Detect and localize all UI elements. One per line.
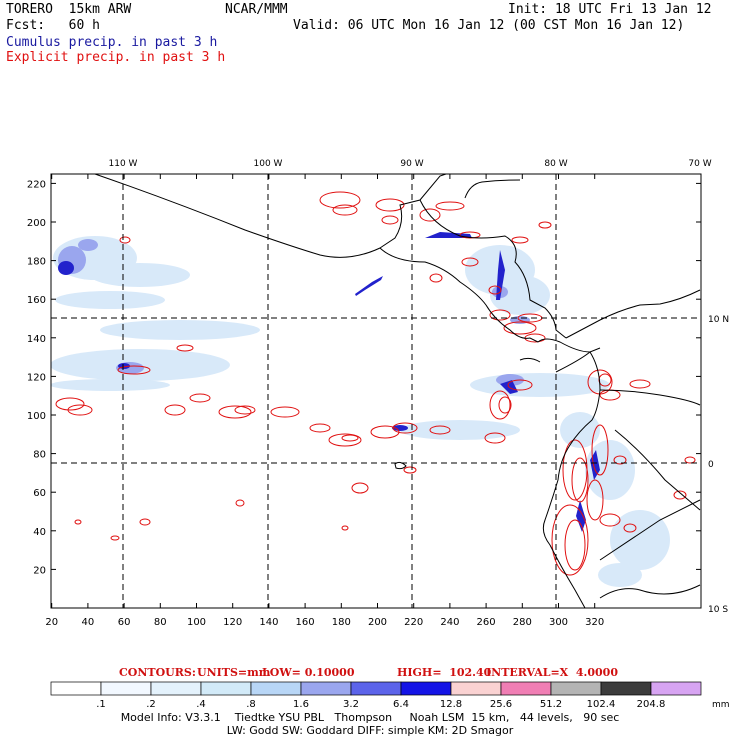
colorbar-swatch	[250, 681, 302, 696]
contour-info: CONTOURS: UNITS=mm LOW= 0.10000 HIGH= 10…	[0, 666, 740, 680]
lat-lon-grid	[51, 174, 701, 608]
model-info-line2: LW: Godd SW: Goddard DIFF: simple KM: 2D…	[226, 724, 514, 737]
high-label: HIGH= 102.40	[397, 666, 492, 679]
model-title: TORERO 15km ARW	[6, 2, 132, 17]
x-tick-label: 260	[477, 617, 496, 628]
model-info-line1: Model Info: V3.3.1 Tiedtke YSU PBL Thomp…	[120, 711, 620, 724]
x-tick-label: 280	[513, 617, 532, 628]
x-tick-label: 100	[187, 617, 206, 628]
lon-label-100w: 100 W	[254, 159, 283, 169]
colorbar-label: 1.6	[293, 699, 309, 710]
x-tick-label: 40	[82, 617, 95, 628]
colorbar-label: .1	[96, 699, 106, 710]
colorbar-swatch	[200, 681, 252, 696]
colorbar-swatch	[650, 681, 702, 696]
lat-label-10n: 10 N	[708, 315, 729, 325]
colorbar-label: .2	[146, 699, 156, 710]
colorbar-label: 102.4	[587, 699, 616, 710]
init-time: Init: 18 UTC Fri 13 Jan 12	[508, 2, 712, 17]
colorbar-label: 3.2	[343, 699, 359, 710]
org-label: NCAR/MMM	[225, 2, 288, 17]
y-tick-label: 120	[27, 372, 46, 383]
y-tick-label: 60	[33, 488, 46, 499]
colorbar-swatch	[500, 681, 552, 696]
colorbar-swatch	[150, 681, 202, 696]
y-tick-label: 140	[27, 334, 46, 345]
x-tick-label: 20	[45, 617, 58, 628]
explicit-precip-contours	[55, 191, 696, 576]
colorbar-swatch	[600, 681, 652, 696]
colorbar-swatch	[350, 681, 402, 696]
lon-label-80w: 80 W	[544, 159, 567, 169]
x-tick-label: 140	[259, 617, 278, 628]
y-tick-label: 20	[33, 565, 46, 576]
colorbar-swatch	[100, 681, 152, 696]
lon-label-90w: 90 W	[400, 159, 423, 169]
y-tick-label: 220	[27, 179, 46, 190]
x-tick-label: 60	[118, 617, 131, 628]
y-tick-label: 40	[33, 527, 46, 538]
explicit-field-title: Explicit precip. in past 3 h	[6, 50, 226, 65]
cumulus-field-title: Cumulus precip. in past 3 h	[6, 35, 218, 50]
colorbar-label: 6.4	[393, 699, 409, 710]
lon-label-70w: 70 W	[688, 159, 711, 169]
y-tick-label: 160	[27, 295, 46, 306]
colorbar-label: .4	[196, 699, 206, 710]
colorbar: .1 .2 .4 .8 1.6 3.2 6.4 12.8 25.6 51.2 102.4 204.8 m…	[50, 681, 730, 710]
forecast-hour: Fcst: 60 h	[6, 18, 100, 33]
map-frame	[50, 173, 702, 609]
x-tick-label: 80	[154, 617, 167, 628]
units-label: UNITS=mm	[197, 666, 271, 679]
lat-label-10s: 10 S	[708, 605, 728, 615]
cumulus-precip-shading	[51, 232, 670, 587]
precipitation-map: 110 W 100 W 90 W 80 W 70 W 10 N 0 10 S	[27, 159, 729, 628]
x-tick-label: 160	[296, 617, 315, 628]
colorbar-swatch	[300, 681, 352, 696]
x-tick-label: 180	[332, 617, 351, 628]
colorbar-label: 204.8	[637, 699, 666, 710]
colorbar-label: 25.6	[490, 699, 512, 710]
x-tick-label: 240	[440, 617, 459, 628]
y-tick-label: 200	[27, 218, 46, 229]
low-label: LOW= 0.10000	[262, 666, 355, 679]
x-tick-label: 320	[585, 617, 604, 628]
x-tick-label: 200	[368, 617, 387, 628]
lat-label-0: 0	[708, 460, 714, 470]
colorbar-swatch	[400, 681, 452, 696]
x-tick-label: 220	[404, 617, 423, 628]
x-tick-label: 120	[223, 617, 242, 628]
colorbar-label: .8	[246, 699, 256, 710]
colorbar-swatch	[450, 681, 502, 696]
y-tick-label: 100	[27, 411, 46, 422]
colorbar-swatch	[550, 681, 602, 696]
coastlines	[94, 174, 701, 608]
valid-time: Valid: 06 UTC Mon 16 Jan 12 (00 CST Mon …	[293, 18, 685, 33]
axis-ticks: 20 40 60 80 100 120 140 160 180 200 220 240 260 280 30…	[27, 174, 701, 628]
colorbar-swatch	[50, 681, 102, 696]
y-tick-label: 80	[33, 450, 46, 461]
colorbar-label: 12.8	[440, 699, 462, 710]
lon-label-110w: 110 W	[109, 159, 138, 169]
x-tick-label: 300	[549, 617, 568, 628]
colorbar-label: 51.2	[540, 699, 562, 710]
contours-label: CONTOURS:	[119, 666, 196, 679]
colorbar-unit: mm	[712, 700, 730, 710]
interval-label: INTERVAL=X 4.0000	[486, 666, 618, 679]
y-tick-label: 180	[27, 257, 46, 268]
